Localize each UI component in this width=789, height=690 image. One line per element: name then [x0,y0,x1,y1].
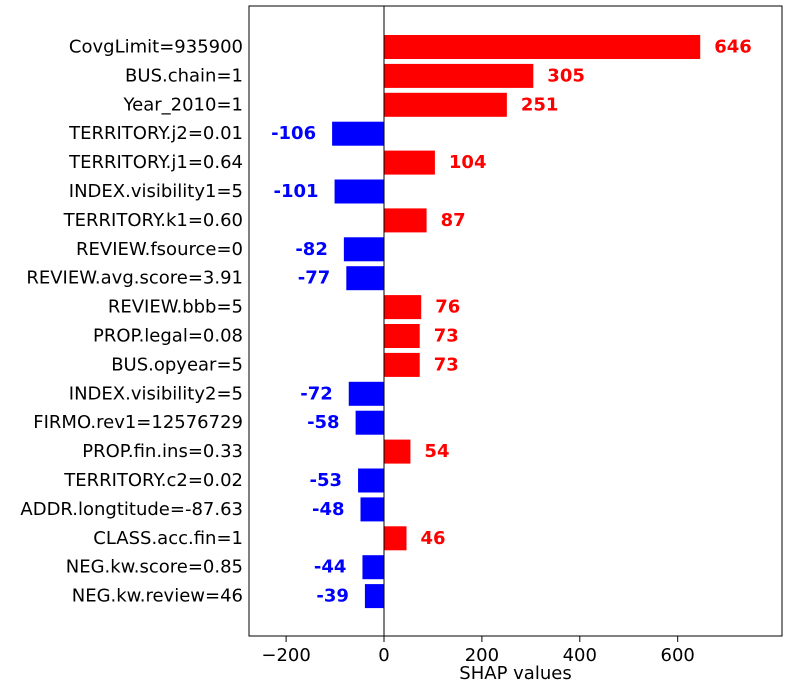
value-label: -58 [307,412,340,433]
category-label: PROP.fin.ins=0.33 [82,441,243,462]
x-tick-label: 400 [563,645,597,666]
category-label: CLASS.acc.fin=1 [93,528,243,549]
bar [384,352,420,377]
bar [348,381,384,406]
x-tick-label: 200 [465,645,499,666]
category-label: BUS.chain=1 [125,65,243,86]
value-label: 87 [441,210,466,231]
value-label: 305 [547,65,585,86]
bar [360,497,384,522]
value-label: 54 [424,441,449,462]
bar [384,92,507,117]
value-label: -82 [295,239,328,260]
bar [346,266,384,291]
category-label: Year_2010=1 [123,94,243,115]
category-label: BUS.opyear=5 [111,354,243,375]
bar [355,410,384,435]
bar [334,179,384,204]
bar [362,555,384,580]
value-label: -101 [274,181,319,202]
category-label: NEG.kw.review=46 [72,586,243,607]
x-tick-label: 600 [661,645,695,666]
bar [384,439,411,464]
value-labels-group: 646 305 251 -106 104 -101 87 -82 -77 76 73 73 -72 -58… [271,37,752,607]
bar [358,468,384,493]
category-label: REVIEW.avg.score=3.91 [26,268,243,289]
bar [384,63,534,88]
bar [384,35,701,59]
category-label: TERRITORY.c2=0.02 [63,470,243,491]
value-label: -72 [300,383,333,404]
bar [364,584,384,609]
bar [384,526,407,551]
value-label: -39 [316,586,349,607]
category-label: NEG.kw.score=0.85 [66,557,243,578]
value-label: -48 [312,499,345,520]
value-label: 104 [449,152,487,173]
bar [384,150,435,175]
bars-group [332,35,701,609]
category-label: TERRITORY.k1=0.60 [63,210,243,231]
category-label: INDEX.visibility1=5 [69,181,243,202]
category-label: ADDR.longtitude=-87.63 [20,499,243,520]
bar [384,295,422,320]
x-ticks-group: −200 0 200 400 600 [261,636,695,666]
plot-frame [248,5,783,637]
value-label: -77 [298,268,331,289]
category-label: PROP.legal=0.08 [93,326,243,347]
bar [343,237,384,262]
value-label: -106 [271,123,316,144]
category-labels-group: CovgLimit=935900 BUS.chain=1 Year_2010=1 TE… [20,37,243,607]
value-label: 73 [434,354,459,375]
value-label: 46 [421,528,446,549]
category-label: REVIEW.bbb=5 [108,297,243,318]
category-label: REVIEW.fsource=0 [76,239,243,260]
category-label: TERRITORY.j2=0.01 [68,123,243,144]
value-label: -44 [314,557,347,578]
category-label: FIRMO.rev1=12576729 [33,412,243,433]
category-label: INDEX.visibility2=5 [69,383,243,404]
value-label: 251 [521,94,559,115]
value-label: 73 [434,326,459,347]
value-label: 646 [714,37,752,58]
category-label: TERRITORY.j1=0.64 [68,152,243,173]
x-axis-label: SHAP values [459,663,571,684]
bar [384,208,427,233]
x-tick-label: −200 [261,645,310,666]
bar [384,324,420,348]
value-label: 76 [435,297,460,318]
x-tick-label: 0 [378,645,389,666]
category-label: CovgLimit=935900 [69,37,243,58]
bar [332,121,384,146]
value-label: -53 [310,470,343,491]
